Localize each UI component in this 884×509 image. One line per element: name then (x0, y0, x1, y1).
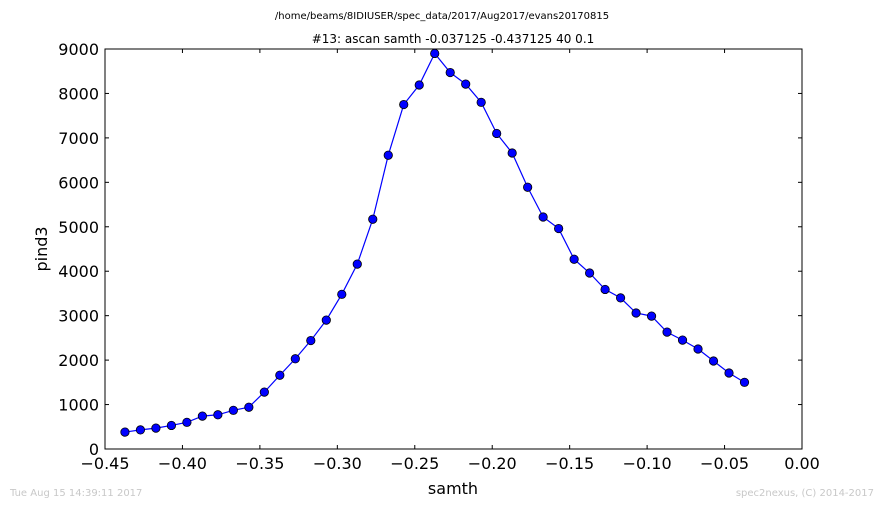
data-point (151, 423, 161, 433)
data-point (259, 387, 269, 397)
y-tick-label: 7000 (58, 129, 99, 148)
x-axis: −0.45 −0.40 −0.35 −0.30 −0.25 −0.20 −0.15 −0.10… (80, 49, 820, 473)
y-tick-label: 3000 (58, 307, 99, 326)
data-point (585, 268, 595, 278)
data-point (244, 402, 254, 412)
data-point (228, 405, 238, 415)
y-tick-label: 9000 (58, 40, 99, 59)
data-point (414, 80, 424, 90)
footer-credit: spec2nexus, (C) 2014-2017 (735, 488, 874, 499)
y-axis-label: pind3 (32, 226, 51, 271)
x-tick-label: −0.40 (158, 454, 207, 473)
data-point (538, 212, 548, 222)
x-tick-label: −0.45 (80, 454, 129, 473)
x-tick-label: −0.25 (390, 454, 439, 473)
data-point (383, 150, 393, 160)
data-point (677, 335, 688, 345)
data-point (600, 284, 610, 295)
data-point (662, 327, 672, 337)
x-tick-label: −0.35 (235, 454, 284, 473)
plot-area (120, 48, 750, 437)
x-tick-label: −0.05 (700, 454, 749, 473)
data-point (337, 289, 347, 299)
data-point (197, 411, 207, 421)
chart-suptitle: /home/beams/8IDIUSER/spec_data/2017/Aug2… (275, 11, 609, 22)
data-point (368, 214, 378, 224)
data-point (523, 182, 533, 192)
data-point (306, 335, 316, 346)
data-point (290, 354, 300, 364)
data-point (693, 344, 703, 354)
data-point (352, 259, 362, 269)
data-point (631, 308, 641, 318)
footer-timestamp: Tue Aug 15 14:39:11 2017 (10, 488, 143, 499)
data-point (615, 293, 626, 303)
x-tick-label: −0.20 (468, 454, 517, 473)
data-point (430, 48, 440, 59)
x-tick-label: −0.30 (313, 454, 362, 473)
data-point (135, 425, 146, 435)
data-point (399, 99, 409, 110)
data-point (708, 356, 719, 366)
data-point (213, 410, 223, 420)
chart-title: #13: ascan samth -0.037125 -0.437125 40 … (312, 32, 595, 46)
y-tick-label: 5000 (58, 218, 99, 237)
data-point (166, 420, 177, 431)
data-point (724, 368, 734, 378)
data-point (476, 97, 486, 107)
data-point (275, 370, 285, 380)
y-axis: 0 1000 2000 3000 4000 5000 6000 7000 8000 9000 (58, 40, 802, 459)
y-tick-label: 2000 (58, 351, 99, 370)
y-tick-label: 6000 (58, 173, 99, 192)
x-tick-label: 0.00 (784, 454, 820, 473)
x-tick-label: −0.10 (623, 454, 672, 473)
data-point (739, 377, 750, 387)
axes-frame (104, 48, 803, 450)
data-point (321, 315, 331, 325)
x-axis-label: samth (428, 479, 478, 498)
series-line (124, 52, 745, 433)
x-tick-label: −0.15 (545, 454, 594, 473)
y-tick-label: 0 (89, 440, 99, 459)
data-point (569, 254, 579, 264)
data-point (182, 417, 192, 427)
data-point (120, 427, 130, 437)
data-point (507, 148, 517, 158)
data-point (492, 128, 502, 139)
data-point (461, 79, 471, 89)
data-point (445, 67, 455, 78)
y-tick-label: 8000 (58, 84, 99, 103)
data-point (554, 223, 564, 234)
data-point (646, 311, 657, 321)
y-tick-label: 4000 (58, 262, 99, 281)
y-tick-label: 1000 (58, 396, 99, 415)
